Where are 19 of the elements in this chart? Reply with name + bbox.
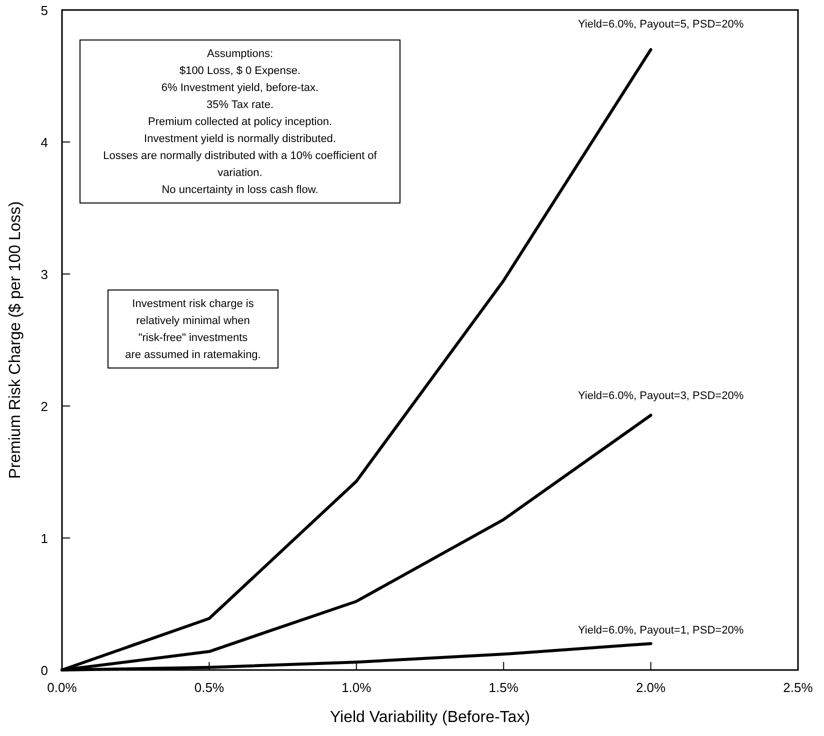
y-tick-label: 1 (40, 531, 48, 546)
x-tick-label: 0.5% (194, 680, 224, 695)
series-label: Yield=6.0%, Payout=1, PSD=20% (578, 624, 744, 637)
x-tick-label: 1.5% (488, 680, 519, 695)
annotation: Investment risk charge is relatively minimal when "risk-free" investments are assumed in ratemaking. (125, 298, 261, 361)
y-tick-label: 4 (40, 135, 48, 150)
text: Assumptions: $100 Loss, $ 0 Expense. 6% Investment yield, before-tax. 35% Tax rate. Premium collected at policy inception. Investment yield is normally distributed. Losses are normally distributed with a 10% coefficient of variation. No uncertainty in loss cash flow. (103, 48, 377, 196)
x-tick-label: 2.0% (636, 680, 666, 695)
text: Yield=6.0%, Payout=5, PSD=20% (578, 18, 744, 31)
x-tick-label: 2.5% (783, 680, 814, 695)
x-tick-label: 1.0% (342, 680, 372, 695)
y-tick-label: 3 (40, 267, 48, 282)
series-label: Yield=6.0%, Payout=3, PSD=20% (578, 390, 744, 402)
x-axis-title: Yield Variability (Before-Tax) (330, 709, 530, 726)
y-tick-label: 5 (40, 3, 48, 18)
y-axis-title: Premium Risk Charge ($ per 100 Loss) (7, 201, 24, 479)
y-tick-label: 0 (40, 663, 48, 678)
y-tick-label: 2 (40, 399, 48, 414)
x-tick-label: 0.0% (47, 680, 78, 695)
